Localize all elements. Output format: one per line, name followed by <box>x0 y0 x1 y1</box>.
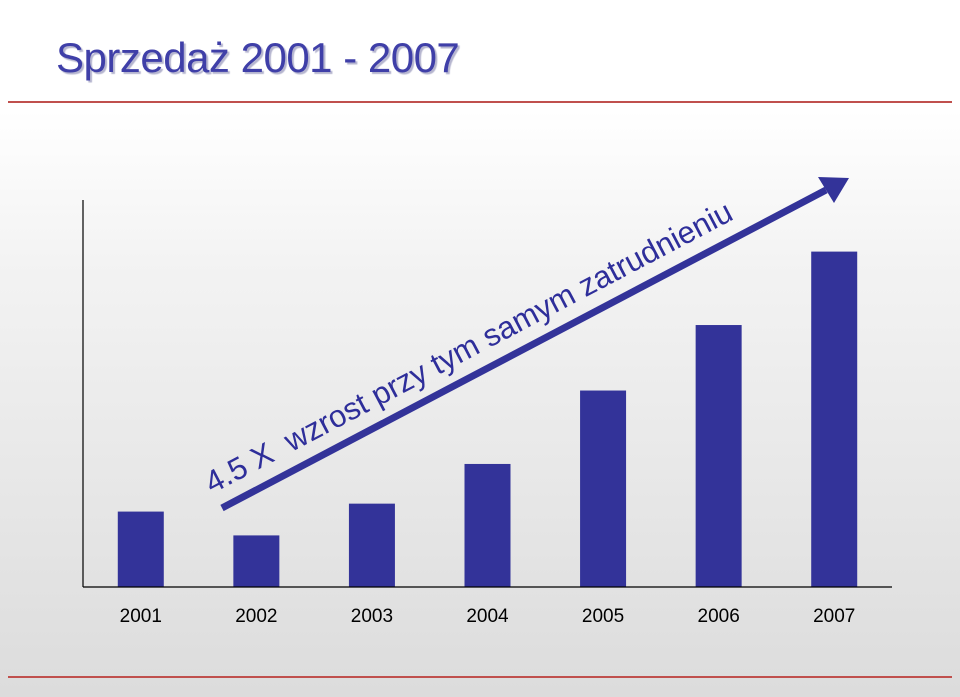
growth-arrow-shaft <box>220 186 828 512</box>
title-divider <box>8 101 952 103</box>
growth-annotation-text: 4.5 X wzrost przy tym samym zatrudnieniu <box>199 194 738 500</box>
x-tick-labels: 2001 2002 2003 2004 2005 2006 2007 <box>120 606 856 627</box>
bar-2001 <box>117 511 164 587</box>
x-tick-label-2001: 2001 <box>120 606 162 627</box>
bar-group <box>117 251 858 587</box>
bar-2004 <box>464 463 511 587</box>
bar-2006 <box>695 325 742 587</box>
x-tick-label-2005: 2005 <box>582 606 624 627</box>
growth-arrow-head <box>818 177 849 203</box>
bar-2005 <box>580 390 627 587</box>
x-tick-label-2007: 2007 <box>813 606 855 627</box>
bar-2007 <box>811 251 858 587</box>
x-tick-label-2002: 2002 <box>235 606 277 627</box>
x-tick-label-2006: 2006 <box>698 606 740 627</box>
slide-title: Sprzedaż 2001 - 2007 <box>56 34 460 81</box>
growth-annotation: 4.5 X wzrost przy tym samym zatrudnieniu <box>199 177 849 512</box>
bar-2003 <box>348 503 395 587</box>
footer-divider <box>8 676 952 678</box>
bar-2002 <box>233 535 280 587</box>
x-tick-label-2004: 2004 <box>466 606 509 627</box>
x-tick-label-2003: 2003 <box>351 606 393 627</box>
